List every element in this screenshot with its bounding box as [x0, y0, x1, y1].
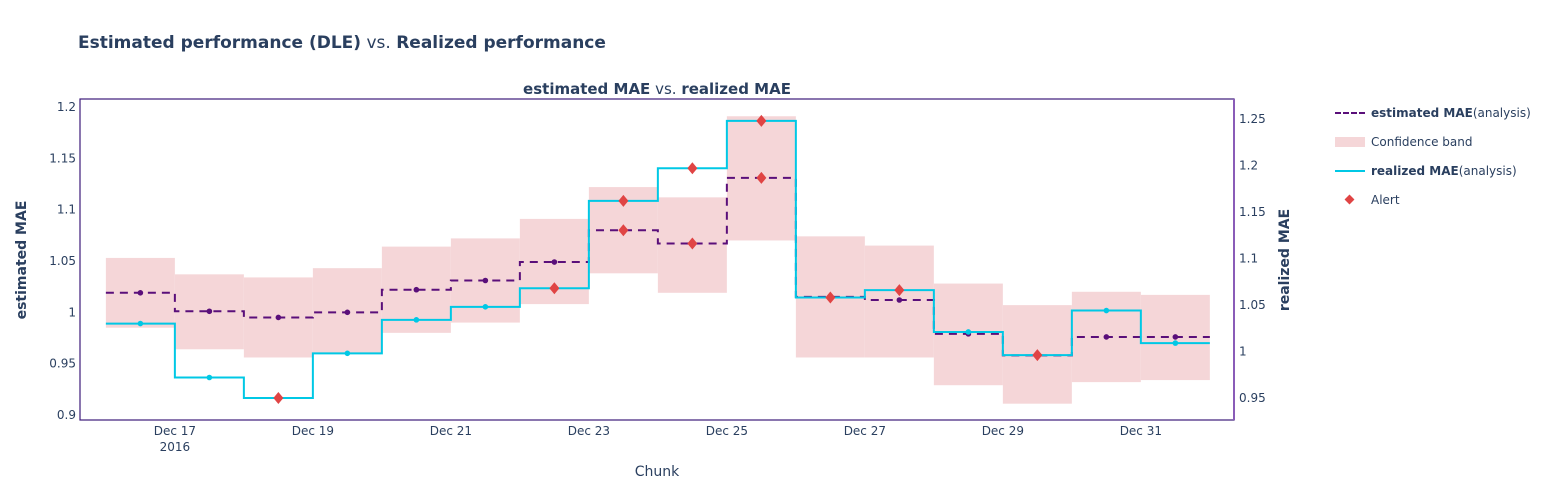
x-tick-label: Dec 19	[292, 424, 334, 438]
x-tick-label: Dec 25	[706, 424, 748, 438]
alert-marker	[756, 114, 767, 127]
alert-marker	[273, 391, 284, 404]
estimated-mae-line-point	[896, 297, 903, 303]
x-tick-label: Dec 17	[154, 424, 196, 438]
legend-realized[interactable]: realized MAE (analysis)	[1335, 164, 1517, 178]
realized-mae-line-point	[413, 317, 420, 323]
realized-mae-line-point	[965, 329, 972, 335]
estimated-mae-line-point	[1103, 334, 1110, 340]
y-right-tick-label: 1.05	[1239, 298, 1266, 312]
dashed-line-swatch-icon	[1335, 106, 1365, 120]
estimated-mae-line-point	[137, 290, 144, 296]
alert-marker	[1032, 349, 1043, 362]
y-left-tick-label: 0.9	[57, 408, 76, 422]
x-tick-label: Dec 31	[1120, 424, 1162, 438]
chart-title: Estimated performance (DLE) vs. Realized…	[78, 33, 606, 53]
realized-mae-line-point	[1172, 340, 1179, 346]
alert-marker	[687, 237, 698, 250]
legend-estimated[interactable]: estimated MAE (analysis)	[1335, 106, 1531, 120]
diamond-swatch-icon	[1335, 193, 1365, 207]
x-tick-label: Dec 27	[844, 424, 886, 438]
y-left-tick-label: 1.1	[57, 203, 76, 217]
y-left-tick-label: 1	[68, 305, 76, 319]
y-left-tick-label: 1.05	[49, 254, 76, 268]
y-left-tick-label: 1.2	[57, 100, 76, 114]
realized-mae-line-point	[344, 350, 351, 357]
realized-mae-line-point	[482, 304, 489, 310]
solid-line-swatch-icon	[1335, 164, 1365, 178]
subplot-title: estimated MAE vs. realized MAE	[523, 80, 791, 98]
x-axis-label: Chunk	[634, 464, 680, 480]
estimated-mae-line-point	[413, 286, 420, 293]
y-right-tick-label: 1	[1239, 344, 1247, 358]
x-tick-label: Dec 29	[982, 424, 1024, 438]
band-swatch-icon	[1335, 135, 1365, 149]
alert-marker	[825, 291, 836, 304]
alert-marker	[549, 282, 560, 295]
y-right-tick-label: 0.95	[1239, 391, 1266, 405]
y-right-tick-label: 1.1	[1239, 251, 1258, 265]
estimated-mae-line	[105, 176, 1210, 357]
y-left-tick-label: 0.95	[49, 357, 76, 371]
x-tick-year: 2016	[160, 440, 191, 454]
y-right-tick-label: 1.15	[1239, 205, 1266, 219]
realized-mae-line	[105, 119, 1210, 399]
y-right-tick-label: 1.2	[1239, 158, 1258, 172]
estimated-mae-line-point	[344, 309, 351, 316]
estimated-mae-line-point	[275, 314, 282, 321]
y-left-tick-label: 1.15	[49, 151, 76, 165]
alert-marker	[687, 162, 698, 175]
estimated-mae-line-point	[1172, 334, 1179, 340]
x-tick-label: Dec 21	[430, 424, 472, 438]
alert-marker	[618, 194, 629, 207]
alert-marker	[618, 224, 629, 237]
realized-mae-line-point	[1103, 307, 1110, 314]
alert-marker	[894, 284, 905, 297]
legend-alert[interactable]: Alert	[1335, 193, 1400, 207]
estimated-mae-line-point	[206, 308, 213, 315]
x-tick-label: Dec 23	[568, 424, 610, 438]
realized-mae-line-point	[206, 374, 213, 381]
estimated-mae-line-point	[482, 277, 489, 284]
realized-mae-line-point	[137, 320, 144, 327]
alert-marker	[756, 171, 767, 184]
estimated-mae-line-point	[551, 259, 558, 265]
y-right-tick-label: 1.25	[1239, 112, 1266, 126]
legend-confidence-band[interactable]: Confidence band	[1335, 135, 1472, 149]
